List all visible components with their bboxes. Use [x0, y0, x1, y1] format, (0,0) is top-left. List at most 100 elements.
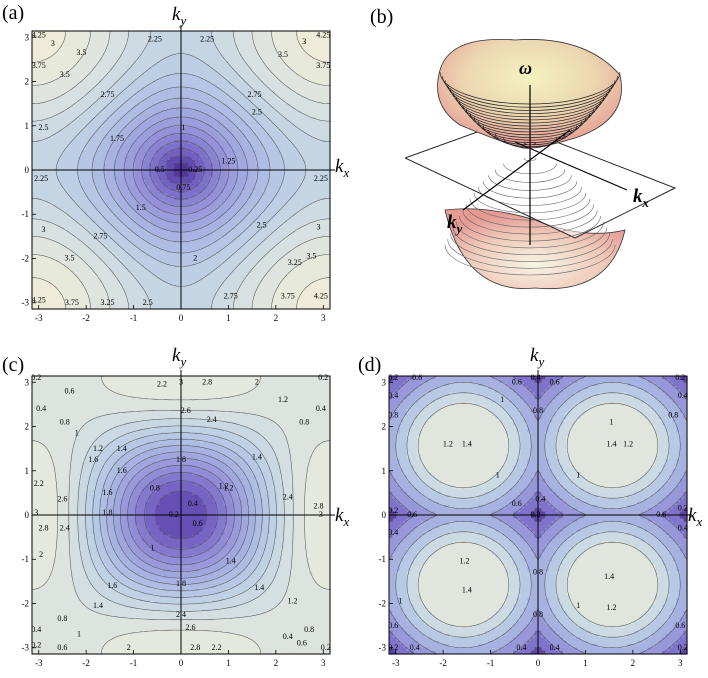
contour-plot-c-contour-label: 2.4	[60, 524, 70, 533]
contour-plot-a-field	[32, 31, 331, 310]
contour-plot-a-x-tick-label: 3	[321, 313, 326, 323]
contour-plot-d-contour-label: 0.8	[533, 568, 543, 577]
contour-plot-c-x-tick-label: 2	[274, 658, 279, 668]
contour-plot-d-contour-label: 0.6	[407, 510, 417, 519]
contour-plot-d-x-tick-label: 1	[583, 658, 588, 668]
contour-plot-a-contour-label: 2.25	[148, 35, 162, 44]
contour-plot-c-contour-label: 0.2	[169, 510, 179, 519]
kx-axis-label-a: kx	[335, 156, 349, 181]
contour-plot-d-contour-label: 0.2	[678, 643, 688, 652]
contour-plot-a-x-tick-label: 0	[179, 313, 184, 323]
contour-plot-c-contour-label: 1.4	[226, 557, 236, 566]
contour-plot-c-contour-label: 2.2	[212, 643, 222, 652]
contour-plot-a-contour-label: 3.75	[65, 298, 79, 307]
contour-plot-a-x-tick-label: 2	[274, 313, 279, 323]
contour-plot-d-y-tick-label: -3	[379, 643, 387, 653]
contour-plot-c-contour-label: 2.8	[190, 643, 200, 652]
contour-plot-c-contour-label: 1.4	[252, 453, 262, 462]
contour-plot-a-contour-label: 2.75	[224, 291, 238, 300]
contour-plot-c-contour-label: 2.6	[57, 495, 67, 504]
contour-plot-d-x-tick-label: 2	[631, 658, 636, 668]
contour-plot-c-contour-label: 2.4	[176, 610, 186, 619]
contour-plot-d-contour-label: 0.2	[388, 506, 398, 515]
contour-plot-d-contour-label: 1.2	[443, 439, 453, 448]
contour-plot-c-contour-label: 0.4	[188, 499, 198, 508]
contour-plot-d-contour-label: 1.2	[623, 439, 633, 448]
contour-plot-a-contour-label: 3.75	[281, 291, 295, 300]
lower-cone-surface	[444, 208, 626, 290]
contour-plot-a-contour-label: 2	[193, 254, 197, 263]
contour-plot-c-contour-label: 0.6	[193, 519, 203, 528]
contour-plot-a-contour-label: 2.5	[39, 123, 49, 132]
contour-plot-a-contour-label: 2.5	[143, 298, 153, 307]
contour-plot-d-x-tick-label: -2	[439, 658, 447, 668]
contour-plot-a-contour-label: 3.5	[76, 48, 86, 57]
contour-plot-d-y-tick-label: 2	[382, 422, 387, 432]
contour-plot-c-x-tick-label: -2	[82, 658, 90, 668]
contour-plot-c-y-tick-label: -3	[22, 643, 30, 653]
contour-plot-d-contour-label: 1	[500, 395, 504, 404]
contour-plot-c-contour-label: 1.2	[93, 444, 103, 453]
contour-plot-c-x-tick-label: 0	[179, 658, 184, 668]
contour-plot-a-contour-label: 4.25	[314, 291, 328, 300]
contour-plot-c-contour-label: 1.2	[288, 597, 298, 606]
contour-plot-d-contour-label: 0.2	[678, 504, 688, 513]
dispersion-surface-3d: ω kx ky	[405, 39, 677, 290]
contour-plot-c-contour-label: 2.8	[39, 524, 49, 533]
ky-axis-b	[462, 129, 571, 211]
contour-plot-d-contour-label: 0.4	[388, 391, 398, 400]
kx-axis-b	[514, 141, 628, 191]
contour-plot-d-contour-label: 1.4	[604, 572, 614, 581]
contour-plot-a-contour-label: 3.25	[288, 258, 302, 267]
contour-plot-c-contour-label: 0.4	[283, 632, 293, 641]
contour-plot-d-contour-label: 0.4	[410, 643, 420, 652]
contour-plot-c-contour-label: 0.2	[318, 373, 328, 382]
contour-plot-c-contour-label: 1	[75, 428, 79, 437]
contour-plot-a-contour-label: 1	[181, 123, 185, 132]
contour-plot-c-contour-label: 1	[77, 630, 81, 639]
omega-label: ω	[519, 58, 532, 78]
contour-plot-c-contour-label: 2.8	[202, 378, 212, 387]
kx-axis-label-b: kx	[633, 186, 650, 210]
contour-plot-d-contour-label: 0.4	[516, 643, 526, 652]
contour-plot-c-x-tick-label: 3	[321, 658, 326, 668]
contour-plot-d-contour-label: 1.2	[460, 557, 470, 566]
contour-plot-d-contour-label: 0.4	[550, 643, 560, 652]
contour-plot-c-y-tick-label: 3	[25, 377, 30, 387]
panel-label-c: (c)	[2, 354, 24, 377]
contour-plot-c-contour-label: 0.2	[321, 643, 331, 652]
contour-plot-c-contour-label: 1.2	[278, 395, 288, 404]
contour-plot-d-contour-label: 1	[399, 597, 403, 606]
contour-plot-c-contour-label: 0.4	[316, 404, 326, 413]
contour-plot-a-x-tick-label: -3	[35, 313, 43, 323]
contour-plot-a-contour-lines	[31, 30, 331, 310]
contour-plot-d-contour-label: 1	[576, 601, 580, 610]
contour-plot-d-y-tick-label: -1	[379, 554, 387, 564]
contour-plot-d-contour-label: 0.2	[675, 373, 685, 382]
contour-plot-d-contour-label: 0.6	[412, 373, 422, 382]
contour-plot-c-contour-label: 1.6	[88, 455, 98, 464]
contour-plot-c-contour-label: 2.8	[314, 501, 324, 510]
contour-plot-d-contour-label: 1	[610, 417, 614, 426]
contour-plot-d-y-tick-label: -2	[379, 598, 387, 608]
contour-plot-a-contour-label: 4.25	[32, 30, 46, 39]
contour-plot-a-contour-label: 4.25	[316, 30, 330, 39]
contour-plot-a-contour-label: 0.5	[155, 165, 165, 174]
contour-plot-d-contour-label: 0.4	[535, 495, 545, 504]
contour-plot-d-contour-label: 0.8	[388, 411, 398, 420]
contour-plot-c-contour-label: 1.4	[117, 444, 127, 453]
contour-plot-a-x-tick-label: -1	[130, 313, 138, 323]
contour-plot-a-contour-label: 1.25	[221, 156, 235, 165]
contour-plot-c-contour-label: 1.8	[103, 508, 113, 517]
contour-plot-a-contour-label: 3	[302, 37, 306, 46]
contour-plot-d-contour-label: 1.4	[462, 585, 472, 594]
contour-plot-c-contour-label: 2.4	[283, 493, 293, 502]
contour-plot-c-contour-label: 2	[255, 378, 259, 387]
contour-plot-c-contour-label: 2.6	[181, 406, 191, 415]
contour-plot-d-contour-label: 0.6	[512, 499, 522, 508]
contour-plot-a-contour-label: 3.5	[278, 50, 288, 59]
contour-plot-d-contour-label: 0.6	[550, 378, 560, 387]
contour-plot-c-contour-label: 1.6	[103, 488, 113, 497]
